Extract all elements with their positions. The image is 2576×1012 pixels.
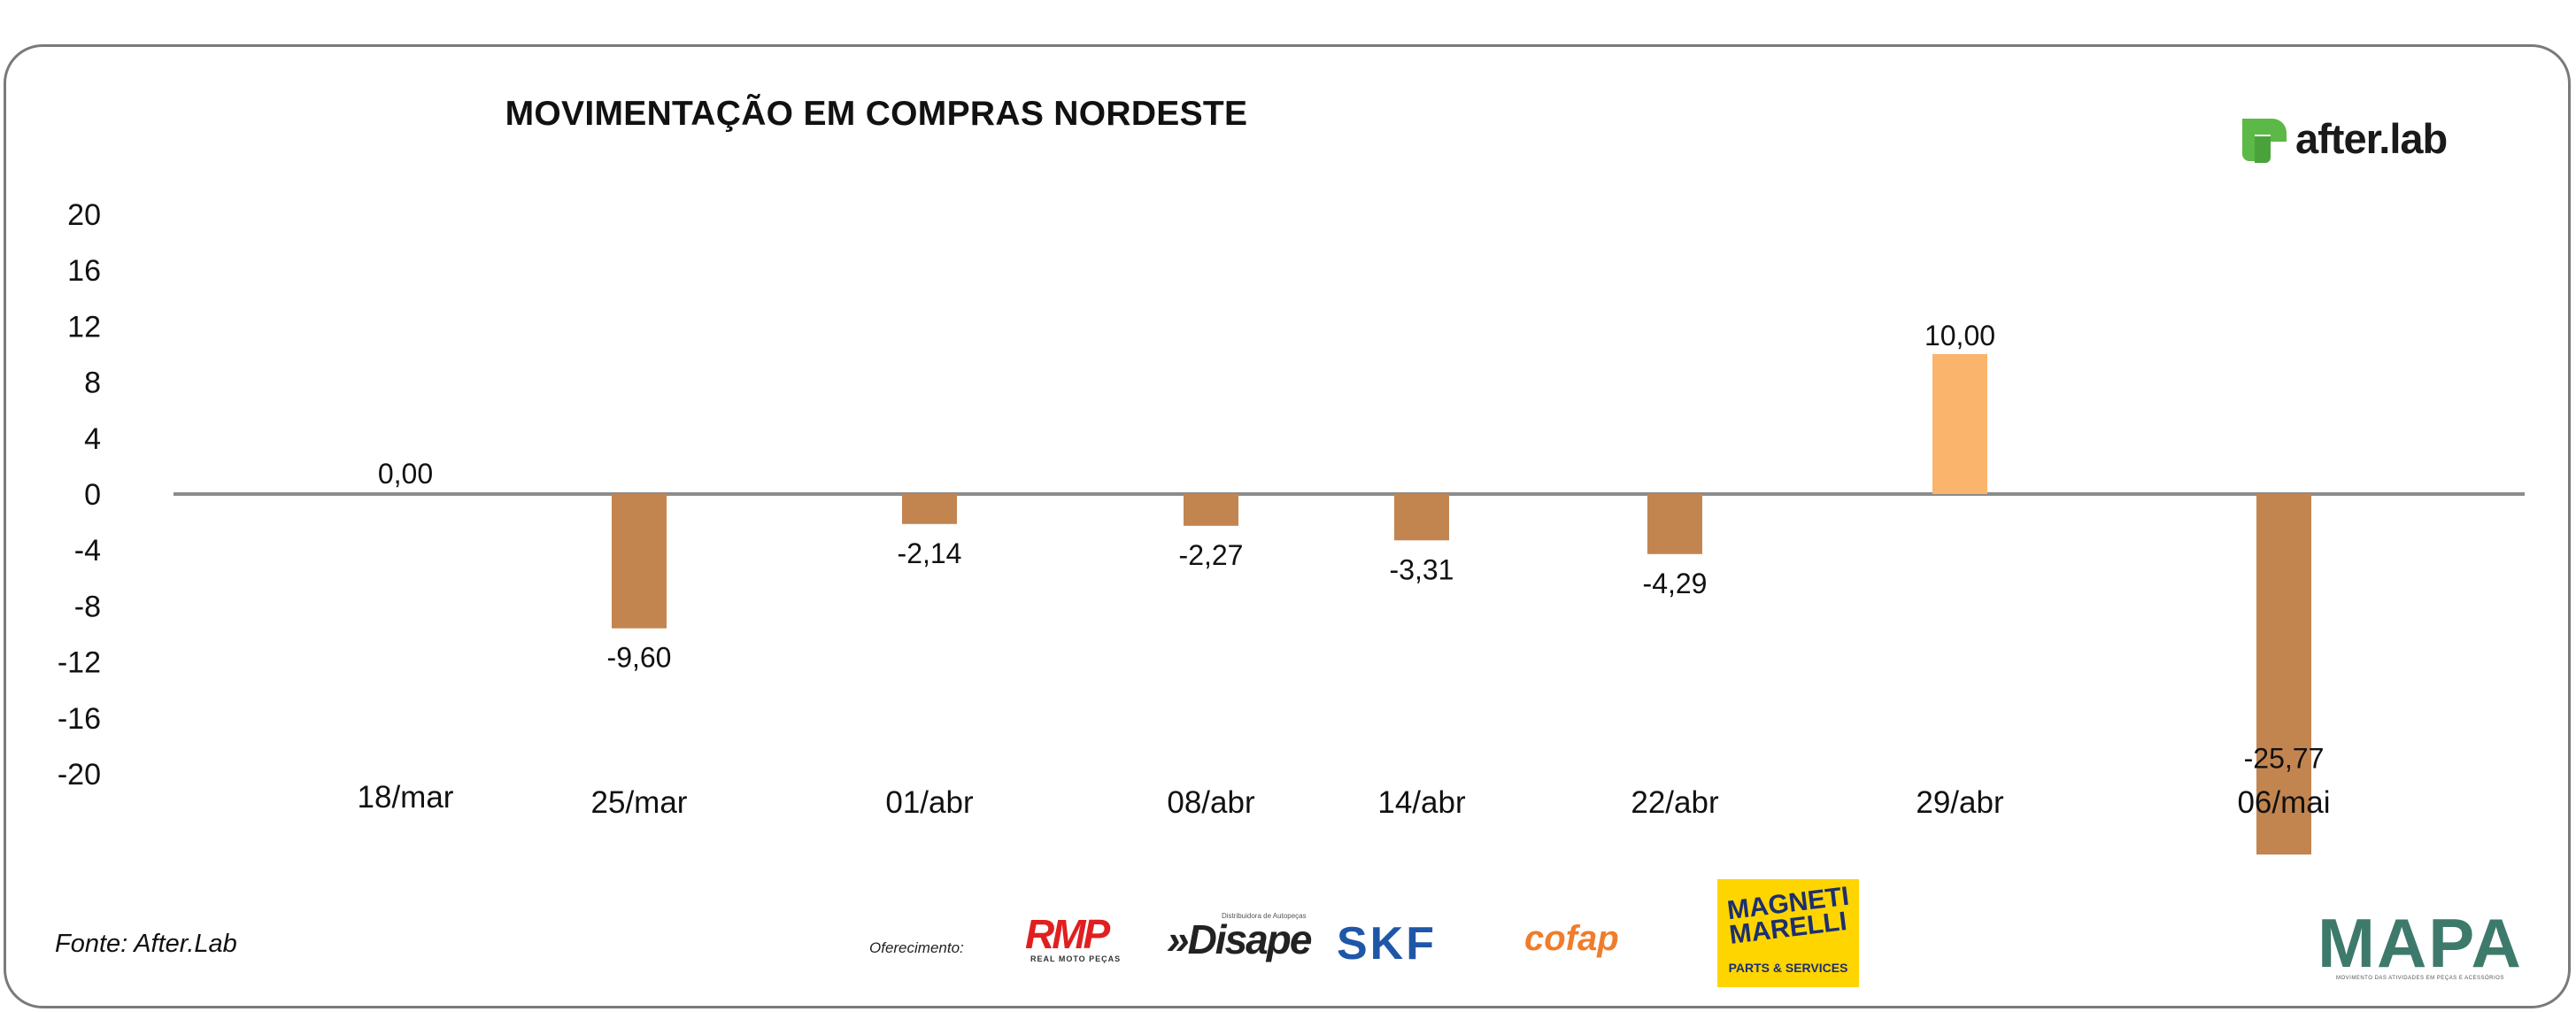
data-label: -2,27 (1179, 539, 1244, 571)
bar (1184, 494, 1238, 526)
rmp-logo-text: RMP (1025, 911, 1110, 957)
data-label: -9,60 (607, 642, 672, 674)
disape-logo-subtitle: Distribuidora de Autopeças (1222, 912, 1307, 920)
source-note: Fonte: After.Lab (55, 930, 237, 958)
afterlab-logo-icon (2242, 119, 2287, 163)
sponsor-label: Oferecimento: (869, 939, 964, 956)
bar (1932, 354, 1987, 494)
chart-title: MOVIMENTAÇÃO EM COMPRAS NORDESTE (505, 95, 1248, 133)
disape-logo-text: »Disape (1167, 916, 1312, 962)
chart-frame (4, 44, 2571, 1008)
y-tick-label: 20 (67, 198, 101, 232)
data-label: 10,00 (1924, 320, 1995, 351)
mapa-logo-text: MAPA (2318, 904, 2523, 982)
x-category-label: 08/abr (1167, 785, 1255, 820)
brand-name: after.lab (2295, 114, 2448, 162)
x-category-label: 14/abr (1377, 785, 1466, 820)
rmp-logo-subtitle: REAL MOTO PEÇAS (1030, 954, 1122, 963)
y-tick-label: -12 (58, 646, 101, 680)
data-label: 0,00 (378, 458, 433, 490)
bar (902, 494, 957, 524)
y-tick-label: -4 (74, 534, 101, 568)
afterlab-logo: after.lab (2235, 112, 2448, 165)
y-tick-label: 16 (67, 254, 101, 288)
y-tick-label: 4 (84, 422, 101, 456)
x-category-label: 25/mar (591, 785, 688, 820)
bar (1647, 494, 1702, 554)
x-category-label: 22/abr (1631, 785, 1719, 820)
mapa-logo-subtitle: MOVIMENTO DAS ATIVIDADES EM PEÇAS E ACES… (2336, 976, 2504, 981)
x-category-label: 29/abr (1916, 785, 2004, 820)
y-tick-label: -20 (58, 758, 101, 792)
bar (2256, 494, 2311, 855)
y-tick-label: 0 (84, 478, 101, 512)
x-category-label: 06/mai (2237, 785, 2330, 820)
x-category-label: 01/abr (885, 785, 974, 820)
y-tick-label: 8 (84, 367, 101, 400)
bar (612, 494, 667, 629)
skf-logo: SKF (1337, 918, 1437, 970)
disape-logo: Distribuidora de Autopeças »Disape (1167, 912, 1312, 962)
y-tick-label: -16 (58, 702, 101, 736)
mapa-logo: MAPA MOVIMENTO DAS ATIVIDADES EM PEÇAS E… (2318, 904, 2523, 982)
data-label: -2,14 (898, 537, 962, 569)
y-tick-label: -8 (74, 590, 101, 623)
magneti-marelli-subtitle: PARTS & SERVICES (1728, 961, 1848, 975)
y-tick-label: 12 (67, 310, 101, 344)
data-label: -4,29 (1643, 568, 1708, 599)
rmp-logo: RMP REAL MOTO PEÇAS (1025, 914, 1149, 969)
x-category-label: 18/mar (358, 780, 454, 815)
data-label: -3,31 (1390, 553, 1454, 585)
cofap-logo: cofap (1524, 919, 1619, 958)
bar (1394, 494, 1449, 541)
data-label: -25,77 (2244, 742, 2325, 774)
magneti-marelli-logo: MAGNETI MARELLI PARTS & SERVICES (1717, 879, 1859, 987)
